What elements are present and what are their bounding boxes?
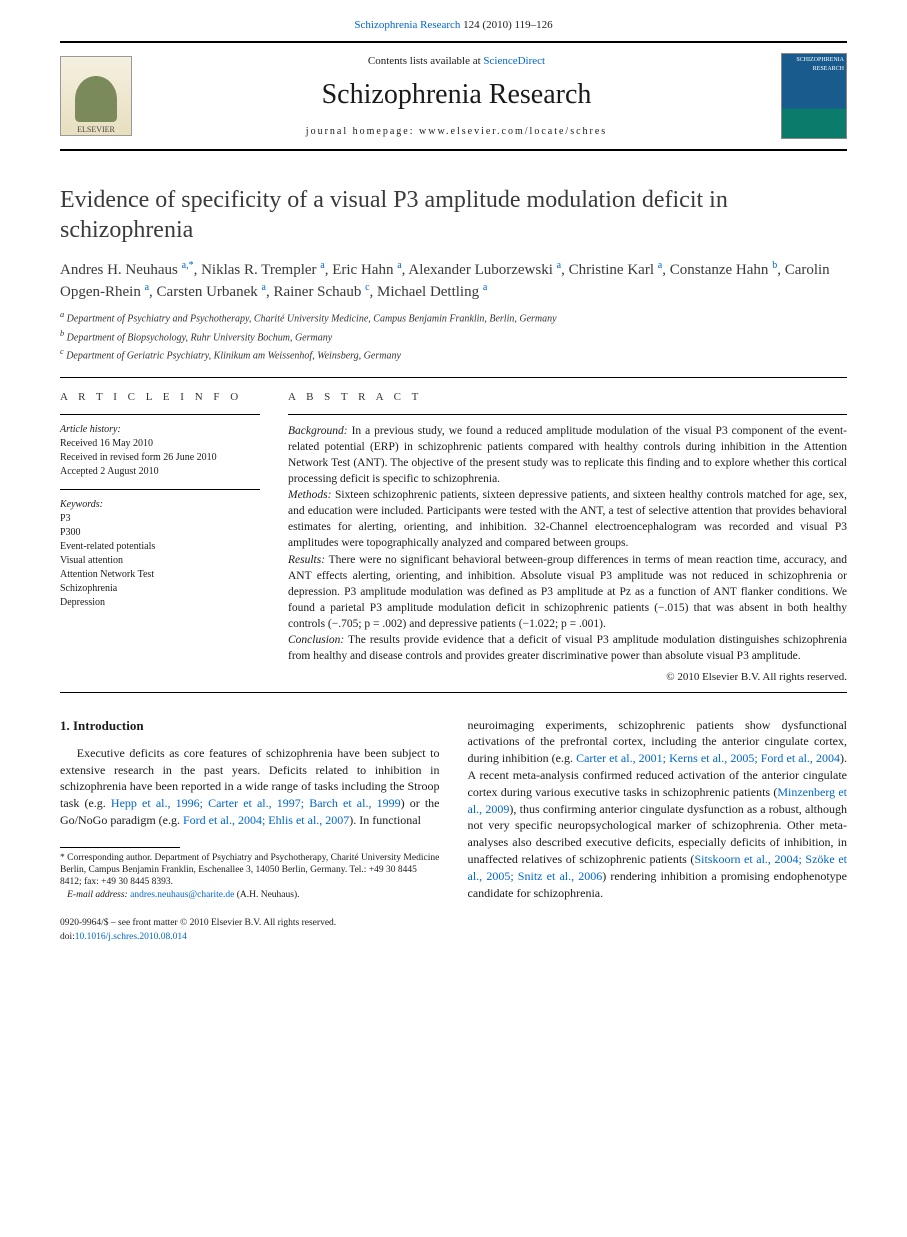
conclusion-text: The results provide evidence that a defi…: [288, 634, 847, 662]
abstract-column: A B S T R A C T Background: In a previou…: [288, 378, 847, 685]
masthead-center: Contents lists available at ScienceDirec…: [148, 54, 765, 139]
author: Michael Dettling a: [377, 284, 487, 300]
aff-marker[interactable]: a: [658, 260, 662, 271]
aff-marker[interactable]: a: [262, 282, 266, 293]
background-text: In a previous study, we found a reduced …: [288, 425, 847, 485]
ref-link[interactable]: Carter et al., 2001; Kerns et al., 2005;…: [576, 751, 840, 765]
email-link[interactable]: andres.neuhaus@charite.de: [130, 890, 234, 900]
keyword: Attention Network Test: [60, 568, 260, 582]
aff-marker[interactable]: a: [145, 282, 149, 293]
aff-marker[interactable]: a: [557, 260, 561, 271]
affiliation-c: c Department of Geriatric Psychiatry, Kl…: [60, 346, 847, 363]
keywords-block: Keywords: P3P300Event-related potentials…: [60, 498, 260, 610]
cover-label: SCHIZOPHRENIA RESEARCH: [784, 56, 844, 73]
author: Rainer Schaub c: [273, 284, 369, 300]
citation-volume: 124 (2010) 119–126: [460, 19, 552, 31]
author: Eric Hahn a: [332, 262, 401, 278]
contents-line: Contents lists available at ScienceDirec…: [148, 54, 765, 69]
abstract-bottom-divider: [60, 692, 847, 693]
aff-marker[interactable]: b: [772, 260, 777, 271]
aff-marker[interactable]: c: [365, 282, 369, 293]
doi-link[interactable]: 10.1016/j.schres.2010.08.014: [75, 932, 187, 942]
body-column-left: 1. Introduction Executive deficits as co…: [60, 717, 440, 902]
aff-marker[interactable]: a: [483, 282, 487, 293]
conclusion-head: Conclusion:: [288, 634, 344, 646]
running-header: Schizophrenia Research 124 (2010) 119–12…: [0, 0, 907, 41]
journal-name: Schizophrenia Research: [148, 75, 765, 114]
contents-prefix: Contents lists available at: [368, 55, 483, 67]
tree-icon: [75, 76, 117, 122]
citation-journal-link[interactable]: Schizophrenia Research: [354, 19, 460, 31]
article-info-column: A R T I C L E I N F O Article history: R…: [60, 378, 260, 685]
masthead: ELSEVIER Contents lists available at Sci…: [60, 41, 847, 151]
elsevier-logo: ELSEVIER: [60, 56, 132, 136]
info-divider: [60, 489, 260, 490]
keyword: P3: [60, 512, 260, 526]
title-block: Evidence of specificity of a visual P3 a…: [60, 185, 847, 245]
keyword: Visual attention: [60, 554, 260, 568]
keyword: P300: [60, 526, 260, 540]
keyword: Event-related potentials: [60, 540, 260, 554]
affiliation-a: a Department of Psychiatry and Psychothe…: [60, 309, 847, 326]
homepage-prefix: journal homepage:: [306, 126, 419, 137]
elsevier-text: ELSEVIER: [77, 124, 115, 135]
article-info-label: A R T I C L E I N F O: [60, 378, 260, 414]
info-abstract-row: A R T I C L E I N F O Article history: R…: [60, 378, 847, 685]
author-list: Andres H. Neuhaus a,*, Niklas R. Tremple…: [60, 259, 847, 303]
accepted-date: Accepted 2 August 2010: [60, 465, 260, 479]
ref-link[interactable]: Hepp et al., 1996; Carter et al., 1997; …: [111, 796, 401, 810]
intro-para-left: Executive deficits as core features of s…: [60, 745, 440, 829]
intro-heading: 1. Introduction: [60, 717, 440, 735]
author: Niklas R. Trempler a: [201, 262, 325, 278]
footnote-rule: [60, 847, 180, 848]
corr-text: Corresponding author. Department of Psyc…: [60, 853, 439, 888]
issn-line: 0920-9964/$ – see front matter © 2010 El…: [60, 917, 847, 930]
doi-label: doi:: [60, 932, 75, 942]
abstract-body: Background: In a previous study, we foun…: [288, 423, 847, 686]
homepage-line: journal homepage: www.elsevier.com/locat…: [148, 125, 765, 139]
aff-marker[interactable]: a: [397, 260, 401, 271]
ref-link[interactable]: Ford et al., 2004; Ehlis et al., 2007: [183, 813, 349, 827]
results-head: Results:: [288, 554, 325, 566]
corresponding-footnote: * Corresponding author. Department of Ps…: [60, 852, 440, 901]
author: Constanze Hahn b: [670, 262, 777, 278]
keyword: Depression: [60, 596, 260, 610]
author: Andres H. Neuhaus a,*: [60, 262, 194, 278]
affiliation-b: b Department of Biopsychology, Ruhr Univ…: [60, 328, 847, 345]
journal-cover-thumbnail: SCHIZOPHRENIA RESEARCH: [781, 53, 847, 139]
email-suffix: (A.H. Neuhaus).: [234, 890, 299, 900]
article-history: Article history: Received 16 May 2010 Re…: [60, 423, 260, 479]
abstract-label: A B S T R A C T: [288, 378, 847, 414]
corr-marker[interactable]: *: [189, 260, 194, 271]
copyright-line: © 2010 Elsevier B.V. All rights reserved…: [288, 670, 847, 685]
intro-para-right: neuroimaging experiments, schizophrenic …: [468, 717, 848, 902]
article-title: Evidence of specificity of a visual P3 a…: [60, 185, 847, 245]
background-head: Background:: [288, 425, 348, 437]
homepage-url: www.elsevier.com/locate/schres: [419, 126, 607, 137]
author: Alexander Luborzewski a: [408, 262, 561, 278]
page-footer: 0920-9964/$ – see front matter © 2010 El…: [60, 917, 847, 944]
history-label: Article history:: [60, 423, 260, 437]
aff-marker[interactable]: a,: [182, 260, 189, 271]
email-label: E-mail address:: [67, 890, 130, 900]
sciencedirect-link[interactable]: ScienceDirect: [483, 55, 545, 67]
author: Christine Karl a: [569, 262, 663, 278]
author: Carsten Urbanek a: [157, 284, 266, 300]
affiliations: a Department of Psychiatry and Psychothe…: [60, 309, 847, 363]
revised-date: Received in revised form 26 June 2010: [60, 451, 260, 465]
body-column-right: neuroimaging experiments, schizophrenic …: [468, 717, 848, 902]
body-columns: 1. Introduction Executive deficits as co…: [60, 717, 847, 902]
received-date: Received 16 May 2010: [60, 437, 260, 451]
methods-head: Methods:: [288, 489, 331, 501]
methods-text: Sixteen schizophrenic patients, sixteen …: [288, 489, 847, 549]
keyword: Schizophrenia: [60, 582, 260, 596]
results-text: There were no significant behavioral bet…: [288, 554, 847, 630]
aff-marker[interactable]: a: [320, 260, 324, 271]
keywords-label: Keywords:: [60, 498, 260, 512]
